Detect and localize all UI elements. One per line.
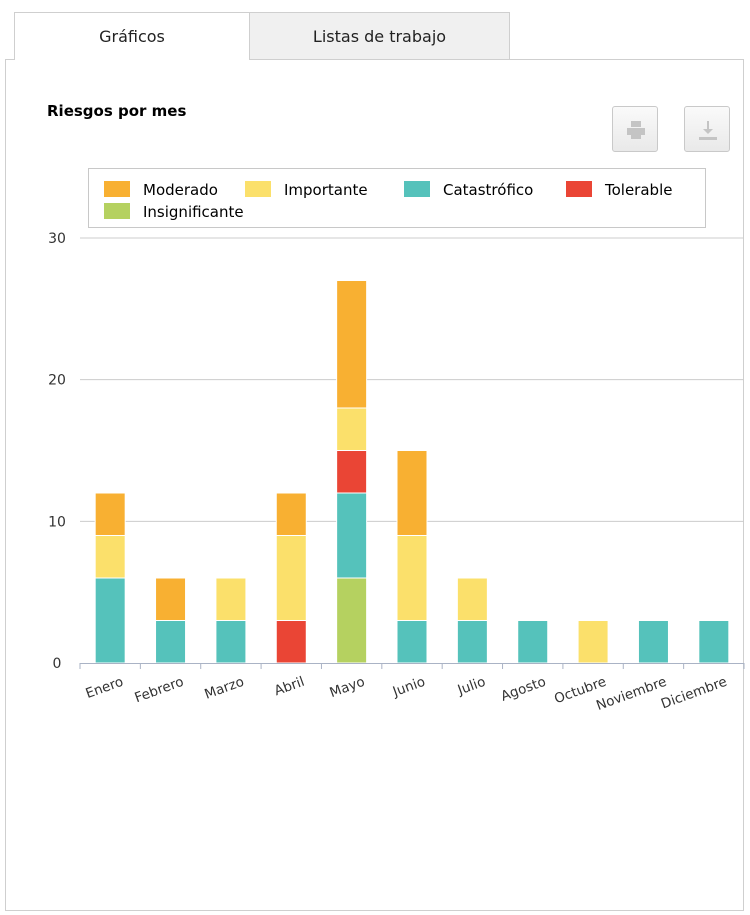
bar-segment-importante-octubre[interactable]	[577, 620, 609, 664]
bar-segment-catastrófico-marzo[interactable]	[215, 620, 247, 664]
bar-segment-moderado-febrero[interactable]	[155, 577, 187, 621]
legend: Moderado Importante Catastrófico Tolerable I…	[88, 168, 706, 228]
x-tick-label: Marzo	[202, 674, 246, 703]
bar-segment-catastrófico-noviembre[interactable]	[637, 620, 669, 664]
bars	[94, 280, 730, 664]
tab-graficos[interactable]: Gráficos	[14, 12, 250, 60]
legend-swatch	[104, 203, 130, 219]
legend-label: Insignificante	[143, 203, 244, 221]
legend-item-catastrófico[interactable]: Catastrófico	[404, 181, 533, 199]
legend-item-importante[interactable]: Importante	[245, 181, 368, 199]
bar-segment-importante-junio[interactable]	[396, 535, 428, 621]
print-button[interactable]	[612, 106, 658, 152]
chart-title: Riesgos por mes	[47, 102, 187, 120]
bar-segment-moderado-junio[interactable]	[396, 450, 428, 536]
bar-segment-catastrófico-mayo[interactable]	[336, 492, 368, 579]
x-tick-label: Diciembre	[659, 674, 729, 713]
bar-segment-tolerable-abril[interactable]	[275, 620, 307, 664]
y-tick-label: 20	[48, 373, 66, 389]
legend-label: Catastrófico	[443, 181, 533, 199]
y-tick-label: 30	[48, 231, 66, 247]
legend-item-tolerable[interactable]: Tolerable	[566, 181, 672, 199]
bar-segment-catastrófico-julio[interactable]	[456, 620, 488, 664]
bar-segment-tolerable-mayo[interactable]	[336, 450, 368, 494]
y-tick-label: 10	[48, 514, 66, 530]
y-tick-label: 0	[53, 656, 62, 672]
legend-box	[88, 168, 706, 228]
bar-segment-catastrófico-enero[interactable]	[94, 577, 126, 664]
x-tick-label: Enero	[84, 674, 126, 702]
bar-segment-moderado-mayo[interactable]	[336, 280, 368, 409]
bar-segment-catastrófico-agosto[interactable]	[517, 620, 549, 664]
bar-segment-importante-abril[interactable]	[275, 535, 307, 621]
tab-listas-de-trabajo[interactable]: Listas de trabajo	[250, 12, 510, 60]
tab-listas-label: Listas de trabajo	[312, 26, 447, 46]
x-tick-label: Noviembre	[594, 674, 669, 714]
legend-swatch	[245, 181, 271, 197]
bar-segment-importante-enero[interactable]	[94, 535, 126, 579]
legend-swatch	[404, 181, 430, 197]
legend-swatch	[566, 181, 592, 197]
x-tick-label: Mayo	[328, 674, 367, 701]
bar-segment-catastrófico-junio[interactable]	[396, 620, 428, 664]
tab-graficos-label: Gráficos	[99, 27, 165, 46]
bar-segment-catastrófico-diciembre[interactable]	[698, 620, 730, 664]
legend-swatch	[104, 181, 130, 197]
download-icon	[699, 121, 717, 140]
x-tick-label: Julio	[455, 674, 488, 699]
x-tick-label: Abril	[272, 674, 306, 700]
bar-segment-moderado-enero[interactable]	[94, 492, 126, 536]
bar-segment-catastrófico-febrero[interactable]	[155, 620, 187, 664]
download-button[interactable]	[684, 106, 730, 152]
legend-item-moderado[interactable]: Moderado	[104, 181, 218, 199]
legend-item-insignificante[interactable]: Insignificante	[104, 203, 244, 221]
x-tick-label: Junio	[390, 674, 428, 701]
bar-segment-importante-julio[interactable]	[456, 577, 488, 621]
legend-label: Importante	[284, 181, 368, 199]
bar-segment-moderado-abril[interactable]	[275, 492, 307, 536]
bar-segment-importante-marzo[interactable]	[215, 577, 247, 621]
legend-label: Moderado	[143, 181, 218, 199]
x-tick-label: Febrero	[133, 674, 186, 706]
legend-label: Tolerable	[604, 181, 672, 199]
bar-segment-importante-mayo[interactable]	[336, 407, 368, 451]
bar-segment-insignificante-mayo[interactable]	[336, 577, 368, 664]
printer-icon	[627, 121, 645, 139]
x-tick-label: Agosto	[499, 674, 548, 705]
